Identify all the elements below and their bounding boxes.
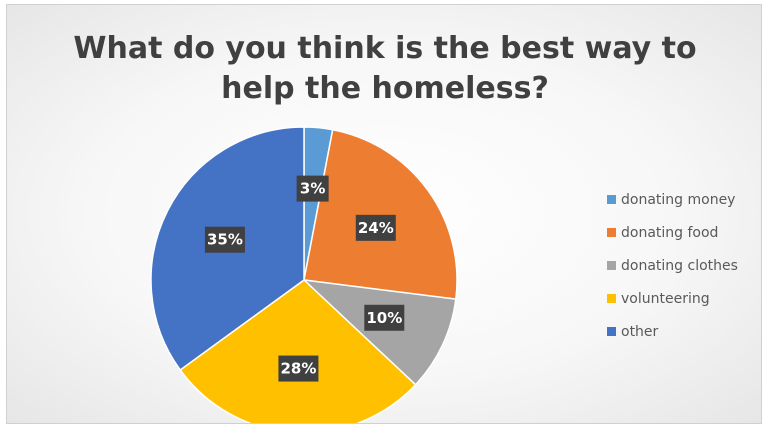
data-label-text: 28% — [280, 360, 316, 378]
legend-item-other: other — [607, 315, 761, 348]
legend-swatch — [607, 294, 616, 303]
chart-area: What do you think is the best way to hel… — [6, 4, 762, 424]
data-label-donating-money: 3% — [296, 175, 329, 202]
data-label-volunteering: 28% — [278, 355, 319, 382]
data-label-other: 35% — [204, 226, 245, 253]
legend-item-donating-money: donating money — [607, 183, 761, 216]
data-label-box — [296, 175, 329, 202]
legend-swatch — [607, 195, 616, 204]
legend-label: volunteering — [621, 290, 710, 307]
data-label-donating-food: 24% — [355, 214, 396, 241]
chart-title: What do you think is the best way to hel… — [73, 31, 697, 106]
legend-label: other — [621, 323, 659, 340]
legend-item-donating-clothes: donating clothes — [607, 249, 761, 282]
data-label-text: 24% — [358, 219, 394, 237]
legend-swatch — [607, 327, 616, 336]
legend: donating money donating food donating clot… — [607, 183, 761, 348]
data-label-donating-clothes: 10% — [364, 304, 405, 331]
pie-slice-volunteering — [179, 279, 417, 423]
data-label-box — [364, 304, 405, 331]
legend-swatch — [607, 261, 616, 270]
legend-swatch — [607, 228, 616, 237]
legend-label: donating clothes — [621, 257, 738, 274]
data-label-text: 10% — [366, 309, 402, 327]
legend-item-donating-food: donating food — [607, 216, 761, 249]
data-label-text: 35% — [207, 231, 243, 249]
pie-slice-donating-clothes — [301, 278, 457, 386]
pie-chart: 3% 24% 10% 28% 35% — [150, 126, 458, 423]
legend-item-volunteering: volunteering — [607, 282, 761, 315]
data-label-box — [204, 226, 245, 253]
data-label-text: 3% — [300, 180, 325, 198]
data-label-box — [355, 214, 396, 241]
legend-label: donating food — [621, 224, 719, 241]
pie-slice-donating-food — [303, 128, 458, 301]
legend-label: donating money — [621, 191, 736, 208]
data-label-box — [278, 355, 319, 382]
